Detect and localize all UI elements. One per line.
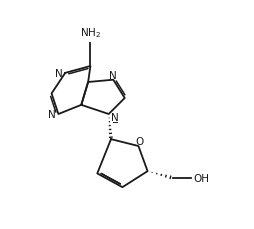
Text: N: N <box>109 70 117 80</box>
Text: N: N <box>48 109 56 120</box>
Text: O: O <box>135 136 144 146</box>
Text: OH: OH <box>193 173 209 183</box>
Text: N: N <box>55 68 63 79</box>
Text: N: N <box>111 113 119 123</box>
Text: NH$_2$: NH$_2$ <box>80 26 101 40</box>
